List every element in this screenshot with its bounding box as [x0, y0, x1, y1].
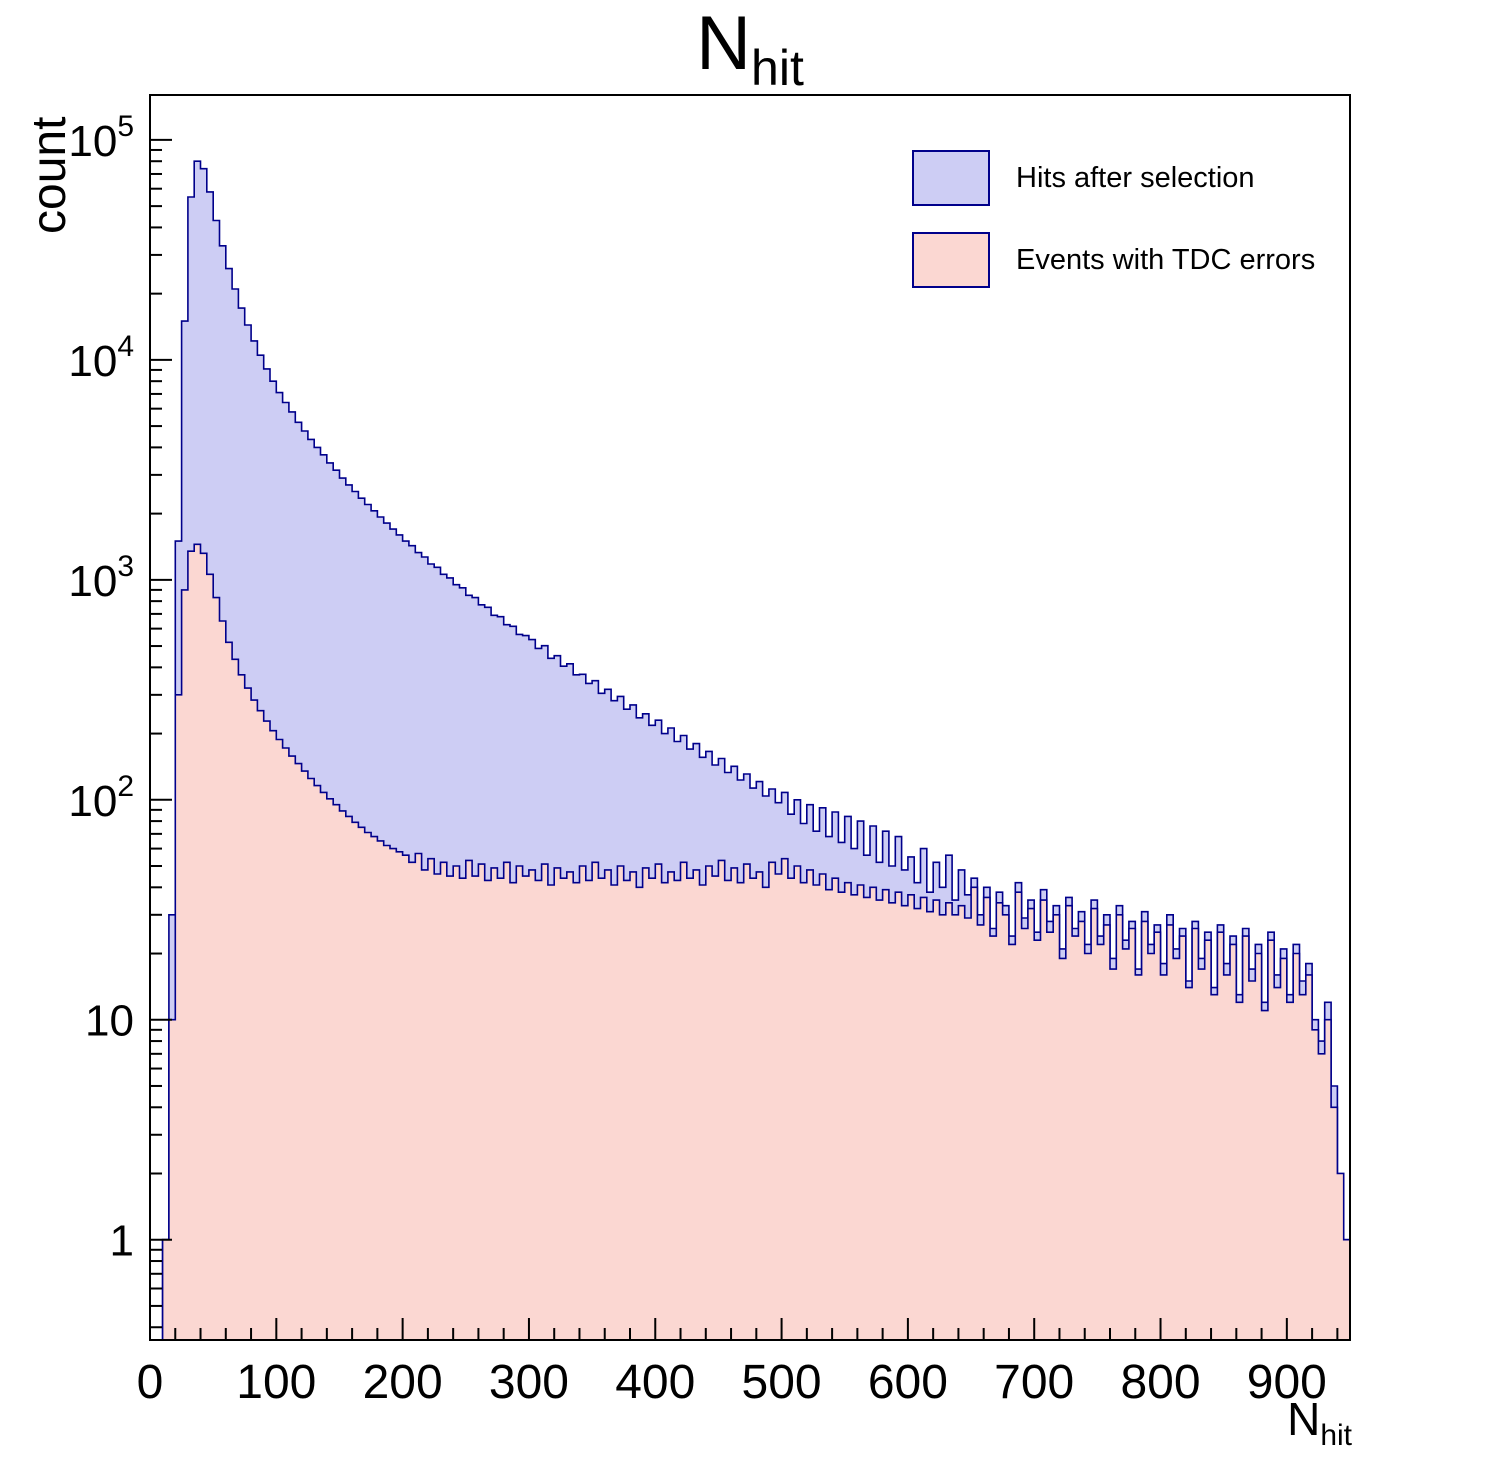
y-tick-label: 102: [68, 770, 134, 826]
y-tick-label: 105: [68, 110, 134, 166]
y-tick-label: 1: [110, 1217, 134, 1266]
plot-frame: [149, 94, 1351, 1341]
legend-swatch-hits-after-selection: [912, 150, 990, 206]
x-tick-label: 200: [363, 1356, 443, 1409]
x-tick-label: 100: [236, 1356, 316, 1409]
x-tick-label: 300: [489, 1356, 569, 1409]
x-axis-title-main: N: [1287, 1393, 1321, 1445]
legend-label-tdc-errors: Events with TDC errors: [1016, 243, 1316, 276]
x-tick-label: 700: [994, 1356, 1074, 1409]
series-fill-events-with-tdc-errors: [150, 544, 1350, 1340]
legend-label-hits-after-selection: Hits after selection: [1016, 161, 1255, 194]
chart-title-main: N: [696, 1, 752, 86]
x-axis-title: Nhit: [1100, 1392, 1352, 1452]
chart-title-sub: hit: [751, 40, 804, 96]
x-axis-title-sub: hit: [1320, 1419, 1352, 1452]
y-tick-label: 10: [85, 997, 134, 1046]
x-tick-label: 900: [1247, 1356, 1327, 1409]
x-tick-label: 800: [1120, 1356, 1200, 1409]
series-outline-events-with-tdc-errors: [150, 543, 1351, 1341]
x-tick-label: 500: [742, 1356, 822, 1409]
legend: Hits after selection Events with TDC err…: [912, 150, 1315, 314]
y-tick-label: 103: [68, 550, 134, 606]
legend-entry-hits-after-selection: Hits after selection: [912, 150, 1315, 206]
chart-title: Nhit: [150, 1, 1350, 96]
legend-swatch-tdc-errors: [912, 232, 990, 288]
x-tick-label: 400: [615, 1356, 695, 1409]
series-outline-hits-after-selection: [150, 160, 1351, 1341]
legend-entry-tdc-errors: Events with TDC errors: [912, 232, 1315, 288]
y-axis-title: count: [23, 116, 76, 234]
y-tick-label: 104: [68, 330, 134, 386]
x-tick-label: 0: [137, 1356, 164, 1409]
x-tick-label: 600: [868, 1356, 948, 1409]
